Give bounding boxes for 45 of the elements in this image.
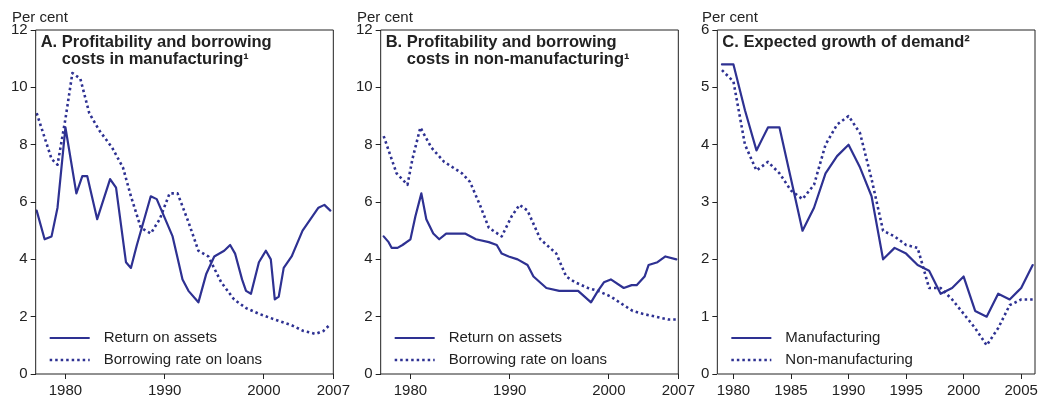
legend-label: Return on assets bbox=[103, 328, 218, 346]
y-tick-label: 0 bbox=[364, 364, 373, 382]
y-tick-label: 4 bbox=[19, 249, 28, 267]
y-axis-title: Per cent bbox=[12, 7, 69, 25]
x-tick-label: 1980 bbox=[48, 381, 83, 399]
y-tick-label: 1 bbox=[701, 306, 710, 324]
x-tick-label: 1995 bbox=[889, 381, 923, 399]
x-tick-label: 2007 bbox=[661, 381, 695, 399]
y-tick-label: 0 bbox=[19, 364, 28, 382]
y-axis-title: Per cent bbox=[702, 7, 759, 25]
y-tick-label: 8 bbox=[19, 134, 28, 152]
y-tick-label: 4 bbox=[701, 134, 710, 152]
text: A. Profitability and borrowing costs in manufacturing¹ bbox=[40, 31, 272, 67]
x-tick-label: 2007 bbox=[316, 381, 350, 399]
text: B. Profitability and borrowing costs in non-manufacturing¹ bbox=[385, 31, 630, 67]
y-tick-label: 0 bbox=[701, 364, 710, 382]
y-tick-label: 2 bbox=[364, 306, 373, 324]
y-axis-title: Per cent bbox=[357, 7, 414, 25]
legend-label: Borrowing rate on loans bbox=[448, 350, 608, 368]
x-tick-label: 1980 bbox=[393, 381, 428, 399]
line-series bbox=[382, 126, 678, 321]
x-tick-label: 1990 bbox=[831, 381, 866, 399]
y-tick-label: 3 bbox=[701, 192, 710, 210]
x-tick-label: 1985 bbox=[774, 381, 808, 399]
legend-label: Manufacturing bbox=[785, 328, 881, 346]
legend-label: Non-manufacturing bbox=[785, 350, 913, 368]
y-tick-label: 6 bbox=[364, 192, 373, 210]
x-tick-label: 2000 bbox=[247, 381, 281, 399]
y-tick-label: 5 bbox=[701, 77, 710, 95]
y-tick-label: 8 bbox=[364, 134, 373, 152]
chart-title: C. Expected growth of demand² bbox=[722, 31, 971, 50]
x-tick-label: 1990 bbox=[492, 381, 527, 399]
x-tick-label: 1990 bbox=[147, 381, 182, 399]
y-tick-label: 4 bbox=[364, 249, 373, 267]
y-tick-label: 10 bbox=[11, 77, 28, 95]
x-tick-label: 2000 bbox=[946, 381, 981, 399]
y-tick-label: 10 bbox=[356, 77, 373, 95]
x-tick-label: 2005 bbox=[1004, 381, 1038, 399]
legend-label: Return on assets bbox=[448, 328, 563, 346]
x-tick-label: 2000 bbox=[592, 381, 626, 399]
y-tick-label: 2 bbox=[701, 249, 710, 267]
y-tick-label: 6 bbox=[19, 192, 28, 210]
legend-label: Borrowing rate on loans bbox=[103, 350, 263, 368]
x-tick-label: 1980 bbox=[716, 381, 751, 399]
y-tick-label: 2 bbox=[19, 306, 28, 324]
